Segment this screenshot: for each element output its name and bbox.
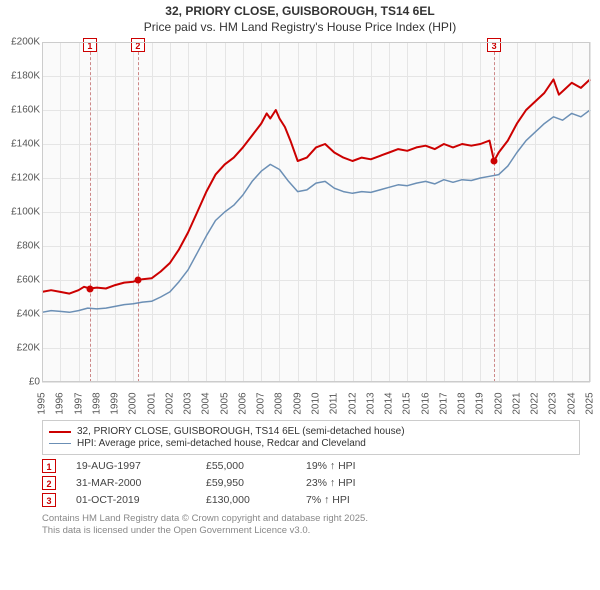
footer-line1: Contains HM Land Registry data © Crown c… — [42, 513, 590, 525]
sale-vs-hpi: 23% ↑ HPI — [306, 477, 416, 489]
x-axis-label: 2003 — [183, 392, 194, 414]
sale-number-box: 2 — [42, 476, 56, 490]
y-axis-label: £180K — [4, 71, 40, 82]
sale-dot — [491, 158, 498, 165]
x-axis-label: 2001 — [146, 392, 157, 414]
sale-row: 1 19-AUG-1997 £55,000 19% ↑ HPI — [42, 459, 590, 473]
y-axis-label: £20K — [4, 343, 40, 354]
x-axis-label: 2014 — [384, 392, 395, 414]
x-axis-label: 1998 — [91, 392, 102, 414]
grid-line-v — [590, 42, 591, 382]
x-axis-label: 1999 — [110, 392, 121, 414]
legend-label: 32, PRIORY CLOSE, GUISBOROUGH, TS14 6EL … — [77, 426, 405, 437]
y-axis-label: £0 — [4, 377, 40, 388]
sale-row: 3 01-OCT-2019 £130,000 7% ↑ HPI — [42, 493, 590, 507]
y-axis-label: £40K — [4, 309, 40, 320]
chart-container: 123 £0£20K£40K£60K£80K£100K£120K£140K£16… — [0, 34, 600, 414]
footer-line2: This data is licensed under the Open Gov… — [42, 525, 590, 537]
sales-table: 1 19-AUG-1997 £55,000 19% ↑ HPI 2 31-MAR-2000… — [42, 459, 590, 507]
x-axis-label: 2021 — [511, 392, 522, 414]
series-price_paid — [42, 79, 590, 293]
sale-price: £130,000 — [206, 494, 286, 506]
x-axis-label: 2019 — [475, 392, 486, 414]
y-axis-label: £100K — [4, 207, 40, 218]
legend-label: HPI: Average price, semi-detached house,… — [77, 438, 366, 449]
sale-marker-number: 1 — [83, 38, 97, 52]
y-axis-label: £120K — [4, 173, 40, 184]
sale-number-box: 1 — [42, 459, 56, 473]
x-axis-label: 2005 — [219, 392, 230, 414]
sale-price: £55,000 — [206, 460, 286, 472]
sale-dot — [134, 277, 141, 284]
plot-area: 123 — [42, 42, 590, 382]
x-axis-label: 2004 — [201, 392, 212, 414]
footer-attribution: Contains HM Land Registry data © Crown c… — [42, 513, 590, 538]
x-axis-label: 2025 — [585, 392, 596, 414]
x-axis-label: 2006 — [237, 392, 248, 414]
legend-swatch — [49, 431, 71, 433]
x-axis-label: 2015 — [402, 392, 413, 414]
y-axis-label: £160K — [4, 105, 40, 116]
sale-marker-number: 2 — [131, 38, 145, 52]
x-axis-label: 2022 — [530, 392, 541, 414]
x-axis-label: 2020 — [493, 392, 504, 414]
x-axis-label: 2008 — [274, 392, 285, 414]
sale-date: 19-AUG-1997 — [76, 460, 186, 472]
x-axis-label: 1997 — [73, 392, 84, 414]
legend-swatch — [49, 443, 71, 444]
sale-price: £59,950 — [206, 477, 286, 489]
chart-lines — [42, 42, 590, 382]
x-axis-label: 2010 — [311, 392, 322, 414]
sale-marker-number: 3 — [487, 38, 501, 52]
x-axis-label: 1995 — [37, 392, 48, 414]
x-axis-label: 2013 — [365, 392, 376, 414]
title-address: 32, PRIORY CLOSE, GUISBOROUGH, TS14 6EL — [0, 4, 600, 18]
sale-number-box: 3 — [42, 493, 56, 507]
y-axis-label: £80K — [4, 241, 40, 252]
sale-date: 01-OCT-2019 — [76, 494, 186, 506]
x-axis-label: 2016 — [420, 392, 431, 414]
y-axis-label: £140K — [4, 139, 40, 150]
title-subtitle: Price paid vs. HM Land Registry's House … — [0, 20, 600, 34]
x-axis-label: 2009 — [292, 392, 303, 414]
sale-vs-hpi: 19% ↑ HPI — [306, 460, 416, 472]
y-axis-label: £200K — [4, 37, 40, 48]
sale-row: 2 31-MAR-2000 £59,950 23% ↑ HPI — [42, 476, 590, 490]
sale-date: 31-MAR-2000 — [76, 477, 186, 489]
x-axis-label: 2024 — [566, 392, 577, 414]
x-axis-label: 2007 — [256, 392, 267, 414]
chart-title: 32, PRIORY CLOSE, GUISBOROUGH, TS14 6EL … — [0, 0, 600, 34]
y-axis-label: £60K — [4, 275, 40, 286]
legend: 32, PRIORY CLOSE, GUISBOROUGH, TS14 6EL … — [42, 420, 580, 455]
x-axis-label: 1996 — [55, 392, 66, 414]
legend-item: 32, PRIORY CLOSE, GUISBOROUGH, TS14 6EL … — [49, 426, 573, 437]
x-axis-label: 2000 — [128, 392, 139, 414]
sale-vs-hpi: 7% ↑ HPI — [306, 494, 416, 506]
x-axis-label: 2018 — [457, 392, 468, 414]
x-axis-label: 2017 — [438, 392, 449, 414]
legend-item: HPI: Average price, semi-detached house,… — [49, 438, 573, 449]
x-axis-label: 2012 — [347, 392, 358, 414]
x-axis-label: 2023 — [548, 392, 559, 414]
x-axis-label: 2002 — [164, 392, 175, 414]
x-axis-label: 2011 — [329, 393, 340, 415]
sale-dot — [86, 285, 93, 292]
grid-line-h — [42, 382, 590, 383]
